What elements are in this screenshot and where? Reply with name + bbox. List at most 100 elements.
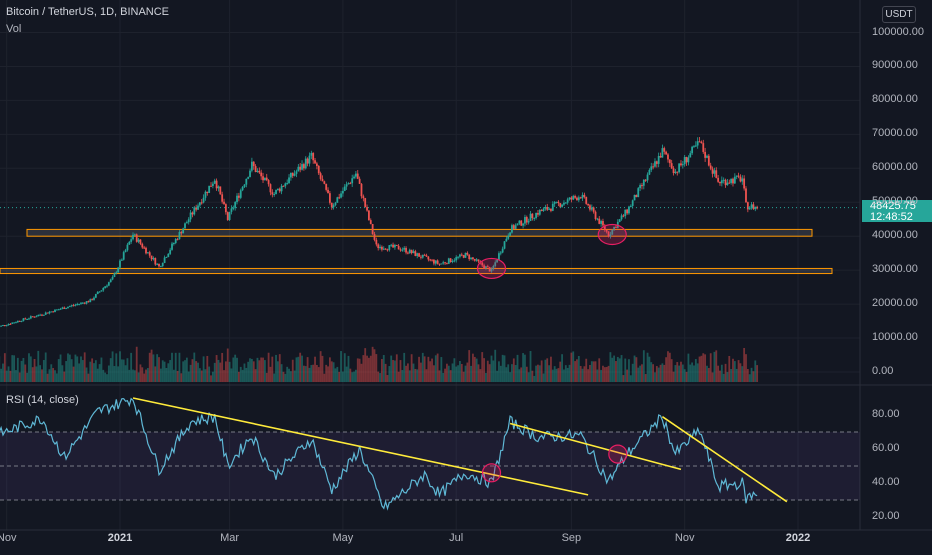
candle-body [192,213,194,215]
candle-body [593,208,595,212]
candle-body [589,205,591,209]
candle-body [565,203,567,204]
volume-bar [199,368,201,382]
volume-bar [409,370,411,382]
currency-button[interactable]: USDT [882,6,916,23]
candle-body [550,209,552,211]
volume-bar [622,375,624,382]
candle-body [6,325,8,326]
candle-body [556,202,558,203]
volume-bar [173,370,175,382]
volume-legend[interactable]: Vol [6,23,21,35]
volume-bar [741,366,743,382]
volume-bar [548,365,550,382]
candle-body [394,245,396,247]
volume-bar [736,369,738,382]
candle-body [17,321,19,322]
volume-bar [719,371,721,382]
volume-bar [286,367,288,382]
volume-bar [325,365,327,382]
volume-bar [570,353,572,382]
volume-bar [628,359,630,382]
candle-body [429,259,431,260]
candle-body [299,167,301,170]
volume-bar [520,367,522,382]
volume-bar [626,370,628,382]
candle-body [557,202,559,203]
candle-body [91,299,93,300]
candle-body [117,268,119,273]
candle-body [517,223,519,225]
candle-body [730,179,732,183]
volume-bar [400,360,402,382]
rsi-legend[interactable]: RSI (14, close) [6,394,79,406]
candle-body [190,213,192,220]
support-zone [0,268,832,273]
volume-bar [82,360,84,382]
candle-body [240,190,242,198]
volume-bar [182,361,184,382]
volume-bar [682,365,684,382]
volume-bar [561,354,563,382]
candle-body [212,184,214,186]
candle-body [660,156,662,158]
candle-body [708,156,710,166]
candle-body [173,243,175,244]
volume-bar [753,371,755,382]
volume-bar [36,366,38,382]
volume-bar [297,357,299,382]
candle-body [231,208,233,211]
candle-body [702,143,704,152]
candle-body [727,183,729,186]
volume-bar [186,358,188,382]
candle-body [106,286,108,287]
price-axis-label: 70000.00 [872,127,928,139]
bar-countdown: 12:48:52 [862,212,932,223]
candle-body [65,308,67,309]
volume-bar [145,370,147,382]
candle-body [140,240,142,244]
volume-bar [349,369,351,382]
volume-bar [662,363,664,382]
volume-bar [60,355,62,382]
candle-body [706,156,708,158]
candle-body [141,244,143,248]
candle-body [60,309,62,310]
candle-body [725,180,727,185]
volume-bar [318,367,320,382]
volume-bar [56,373,58,382]
volume-bar [201,370,203,382]
candle-body [119,261,121,268]
candle-body [405,248,407,253]
volume-bar [479,369,481,382]
volume-bar [604,367,606,382]
volume-bar [296,357,298,382]
candle-body [554,202,556,204]
candle-body [11,323,13,324]
rsi-axis-label: 80.00 [872,408,928,420]
symbol-title[interactable]: Bitcoin / TetherUS, 1D, BINANCE [6,6,169,18]
candle-body [695,145,697,146]
candle-body [186,222,188,223]
candle-body [338,197,340,198]
candle-body [288,177,290,183]
candle-body [52,311,54,312]
volume-bar [264,360,266,382]
volume-bar [251,359,253,382]
volume-bar [353,372,355,382]
volume-bar [58,359,60,382]
candle-body [47,313,49,314]
candle-body [537,213,539,215]
volume-bar [648,357,650,382]
volume-bar [717,366,719,382]
volume-bar [23,358,25,382]
price-axis-label: 50000.00 [872,195,928,207]
candle-body [115,272,117,273]
volume-bar [531,371,533,382]
volume-bar [37,351,39,382]
volume-bar [632,364,634,382]
volume-bar [513,358,515,382]
candle-body [43,315,45,316]
